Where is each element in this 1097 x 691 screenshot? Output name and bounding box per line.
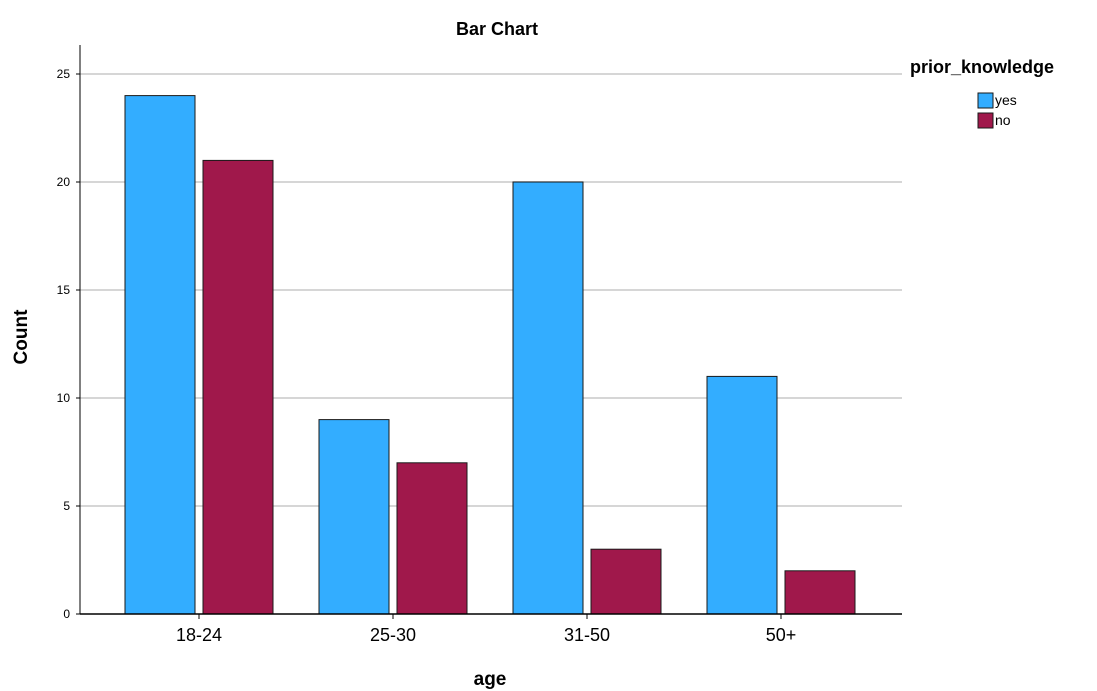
- y-tick-label: 5: [63, 499, 70, 513]
- x-tick-label: 25-30: [370, 625, 416, 645]
- bar-no-31-50: [590, 548, 662, 615]
- bar-yes-50+: [706, 375, 778, 615]
- legend-swatch-no: [977, 112, 994, 129]
- legend: prior_knowledge yes no: [910, 57, 1054, 129]
- legend-title: prior_knowledge: [910, 57, 1054, 77]
- y-tick-label: 15: [57, 283, 71, 297]
- legend-label-no: no: [995, 112, 1011, 128]
- x-axis-title: age: [474, 669, 507, 690]
- legend-swatch-yes: [977, 92, 994, 109]
- y-tick-label: 20: [57, 175, 71, 189]
- x-tick-label: 18-24: [176, 625, 222, 645]
- bar-no-18-24: [202, 159, 274, 615]
- x-tick-label: 31-50: [564, 625, 610, 645]
- bar-yes-18-24: [124, 95, 196, 615]
- chart-title: Bar Chart: [456, 19, 538, 39]
- y-axis-title: Count: [11, 309, 32, 365]
- x-axis-ticks: 18-24 25-30 31-50 50+: [176, 614, 796, 645]
- y-tick-label: 0: [63, 607, 70, 621]
- bar-yes-25-30: [318, 419, 390, 615]
- bar-no-25-30: [396, 462, 468, 615]
- legend-label-yes: yes: [995, 92, 1017, 108]
- y-tick-label: 25: [57, 67, 71, 81]
- bar-no-50+: [784, 570, 856, 615]
- bar-yes-31-50: [512, 181, 584, 615]
- bars: [124, 95, 856, 615]
- y-tick-label: 10: [57, 391, 71, 405]
- y-axis-ticks: 0 5 10 15 20 25: [57, 67, 80, 621]
- x-tick-label: 50+: [766, 625, 797, 645]
